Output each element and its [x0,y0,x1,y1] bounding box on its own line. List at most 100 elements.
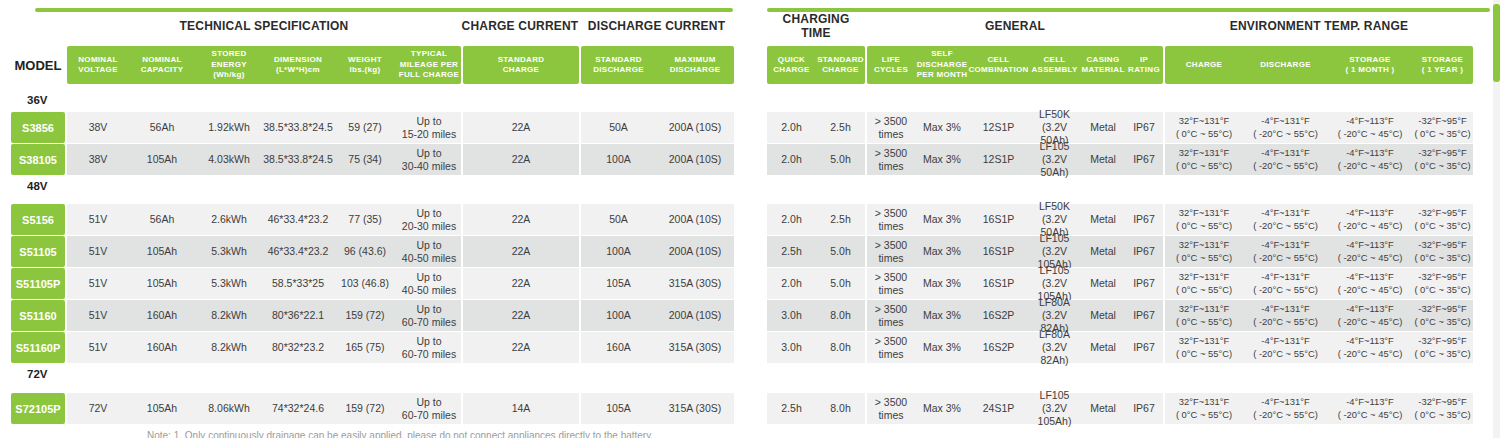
cell-dimension: 58.5*33*25 [263,268,333,299]
footnote: Note: 1. Only continuously drainage can … [147,430,653,438]
row-block-charge: 22A [463,268,579,299]
cell-dimension: 38.5*33.8*24.5 [263,112,333,143]
cell-stored-energy: 8.06kWh [195,393,263,424]
model-cell[interactable]: S51105 [11,236,65,267]
title-environment-temp-range: ENVIRONMENT TEMP. RANGE [1165,20,1473,34]
cell-temp-discharge: -4°F~131°F ( -20°C ~ 55°C) [1243,236,1328,267]
cell-mileage: Up to 40-50 miles [397,236,461,267]
model-cell[interactable]: S72105P [11,393,65,424]
cell-standard-discharge: 50A [581,112,656,143]
cell-standard-charge-current: 22A [463,268,579,299]
cell-temp-storage-month: -4°F~113°F ( -20°C ~ 45°C) [1328,268,1412,299]
cell-self-discharge: Max 3% [915,393,969,424]
row-block-env: 32°F~131°F ( 0°C ~ 55°C)-4°F~131°F ( -20… [1165,236,1473,267]
scrollbar[interactable] [1493,0,1500,438]
cell-cell-assembly: LF50K (3.2V 50Ah) [1028,112,1081,143]
cell-self-discharge: Max 3% [915,268,969,299]
table-body-right: 2.0h2.5h> 3500 timesMax 3%12S1PLF50K (3.… [767,90,1473,424]
model-column-header: MODEL [11,46,65,84]
model-cell[interactable]: S51160P [11,332,65,363]
cell-self-discharge: Max 3% [915,236,969,267]
row-block-env: 32°F~131°F ( 0°C ~ 55°C)-4°F~131°F ( -20… [1165,393,1473,424]
model-cell[interactable]: S38105 [11,144,65,175]
cell-nominal-voltage: 51V [67,204,129,235]
cell-nominal-capacity: 56Ah [129,112,195,143]
row-block-general: > 3500 timesMax 3%16S1PLF50K (3.2V 50Ah)… [867,204,1163,235]
row-block-tech: 51V160Ah8.2kWh80*32*23.2165 (75)Up to 60… [67,332,461,363]
row-block-general: > 3500 timesMax 3%16S1PLF105 (3.2V 105Ah… [867,236,1163,267]
cell-temp-storage-year: -32°F~95°F ( 0°C ~ 35°C) [1412,332,1473,363]
cell-ip-rating: IP67 [1125,300,1163,331]
scrollbar-thumb[interactable] [1493,4,1500,82]
cell-mileage: Up to 15-20 miles [397,112,461,143]
cell-nominal-voltage: 51V [67,236,129,267]
cell-standard-charge-current: 22A [463,236,579,267]
cell-ip-rating: IP67 [1125,236,1163,267]
cell-temp-discharge: -4°F~131°F ( -20°C ~ 55°C) [1243,268,1328,299]
row-block-time: 2.0h5.0h [767,268,865,299]
cell-temp-discharge: -4°F~131°F ( -20°C ~ 55°C) [1243,393,1328,424]
cell-cell-combination: 12S1P [969,144,1028,175]
cell-mileage: Up to 60-70 miles [397,332,461,363]
column-header-charging-time-0: QUICK CHARGE [767,46,816,84]
cell-life-cycles: > 3500 times [867,393,915,424]
row-block-env: 32°F~131°F ( 0°C ~ 55°C)-4°F~131°F ( -20… [1165,112,1473,143]
row-block-charge: 22A [463,300,579,331]
cell-life-cycles: > 3500 times [867,204,915,235]
cell-weight: 165 (75) [333,332,397,363]
table-row: 3.0h8.0h> 3500 timesMax 3%16S2PLF80A (3.… [767,332,1473,363]
cell-cell-combination: 16S1P [969,236,1028,267]
cell-standard-charge-time: 8.0h [816,300,865,331]
header-group-environment: CHARGEDISCHARGESTORAGE ( 1 MONTH )STORAG… [1165,46,1473,84]
column-header-tech-3: DIMENSION (L*W*H)cm [263,46,333,84]
cell-nominal-capacity: 105Ah [129,268,195,299]
cell-cell-assembly: LF50K (3.2V 50Ah) [1028,204,1081,235]
cell-mileage: Up to 30-40 miles [397,144,461,175]
cell-standard-charge-time: 5.0h [816,236,865,267]
cell-nominal-voltage: 72V [67,393,129,424]
cell-temp-storage-year: -32°F~95°F ( 0°C ~ 35°C) [1412,300,1473,331]
cell-quick-charge-time: 2.0h [767,144,816,175]
table-row: S72105P72V105Ah8.06kWh74*32*24.6159 (72)… [11,393,734,424]
group-spacer [767,90,1473,112]
cell-self-discharge: Max 3% [915,144,969,175]
cell-quick-charge-time: 3.0h [767,300,816,331]
cell-temp-storage-month: -4°F~113°F ( -20°C ~ 45°C) [1328,332,1412,363]
table-row: S51105P51V105Ah5.3kWh58.5*33*25103 (46.8… [11,268,734,299]
cell-casing-material: Metal [1081,236,1125,267]
cell-quick-charge-time: 2.0h [767,268,816,299]
title-general: GENERAL [865,20,1165,34]
cell-temp-storage-year: -32°F~95°F ( 0°C ~ 35°C) [1412,393,1473,424]
column-header-environment-0: CHARGE [1165,46,1243,84]
model-cell[interactable]: S5156 [11,204,65,235]
cell-standard-discharge: 50A [581,204,656,235]
cell-weight: 59 (27) [333,112,397,143]
cell-temp-storage-year: -32°F~95°F ( 0°C ~ 35°C) [1412,236,1473,267]
cell-nominal-capacity: 56Ah [129,204,195,235]
column-header-discharge-0: STANDARD DISCHARGE [581,46,656,84]
model-cell[interactable]: S51105P [11,268,65,299]
cell-temp-storage-month: -4°F~113°F ( -20°C ~ 45°C) [1328,204,1412,235]
row-block-time: 3.0h8.0h [767,332,865,363]
table-row: 2.0h5.0h> 3500 timesMax 3%16S1PLF105 (3.… [767,268,1473,299]
cell-dimension: 38.5*33.8*24.5 [263,144,333,175]
table-row: 2.0h2.5h> 3500 timesMax 3%12S1PLF50K (3.… [767,112,1473,143]
row-block-discharge: 160A315A (30S) [581,332,734,363]
cell-maximum-discharge: 200A (10S) [656,144,734,175]
table-row: 2.0h5.0h> 3500 timesMax 3%12S1PLF105 (3.… [767,144,1473,175]
row-block-time: 2.0h2.5h [767,204,865,235]
cell-standard-charge-time: 2.5h [816,112,865,143]
cell-standard-charge-current: 22A [463,300,579,331]
model-cell[interactable]: S3856 [11,112,65,143]
cell-weight: 77 (35) [333,204,397,235]
table-row: S3810538V105Ah4.03kWh38.5*33.8*24.575 (3… [11,144,734,175]
row-block-charge: 22A [463,144,579,175]
model-cell[interactable]: S51160 [11,300,65,331]
cell-temp-storage-year: -32°F~95°F ( 0°C ~ 35°C) [1412,144,1473,175]
cell-casing-material: Metal [1081,268,1125,299]
cell-standard-charge-time: 8.0h [816,393,865,424]
cell-temp-charge: 32°F~131°F ( 0°C ~ 55°C) [1165,268,1243,299]
cell-life-cycles: > 3500 times [867,144,915,175]
row-block-tech: 38V56Ah1.92kWh38.5*33.8*24.559 (27)Up to… [67,112,461,143]
row-block-general: > 3500 timesMax 3%16S2PLF80A (3.2V 82Ah)… [867,332,1163,363]
